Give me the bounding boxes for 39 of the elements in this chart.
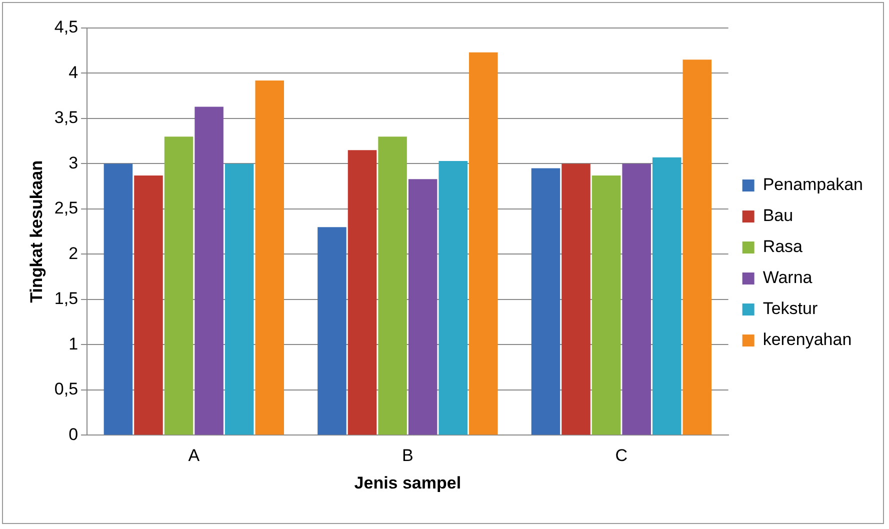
y-tick-label: 0	[68, 424, 78, 444]
bar	[378, 136, 407, 435]
legend-label: Penampakan	[762, 175, 864, 194]
y-tick-label: 3,5	[54, 108, 78, 128]
y-tick-label: 3	[68, 153, 78, 172]
y-axis-title: Tingkat kesukaan	[26, 160, 46, 303]
bar	[652, 157, 682, 435]
bar	[592, 175, 621, 435]
bar	[134, 175, 163, 435]
bar	[194, 106, 224, 435]
bar	[408, 179, 438, 435]
y-tick-label: 4,5	[54, 18, 78, 37]
legend-label: Rasa	[762, 237, 804, 256]
x-tick-label: B	[402, 446, 414, 466]
bar	[622, 164, 651, 435]
bar	[562, 164, 590, 435]
bar	[255, 80, 284, 435]
x-tick-label: C	[615, 446, 628, 466]
x-tick-label: A	[188, 446, 200, 466]
bar	[164, 136, 194, 435]
bar	[224, 164, 254, 435]
legend-label: Bau	[762, 206, 794, 226]
bar	[438, 161, 468, 435]
y-tick-label: 2	[68, 244, 78, 263]
x-axis-title: Jenis sampel	[354, 473, 462, 492]
y-tick-label: 1,5	[54, 289, 78, 308]
bar	[469, 52, 498, 435]
bar	[318, 227, 346, 435]
bar	[348, 150, 377, 435]
legend-label: kerenyahan	[762, 330, 852, 350]
bar	[682, 60, 712, 435]
y-tick-label: 4	[68, 62, 78, 82]
legend-label: Tekstur	[762, 299, 818, 318]
legend-label: Warna	[762, 268, 813, 288]
y-tick-label: 1	[68, 334, 78, 354]
y-tick-label: 0,5	[54, 380, 78, 399]
bar	[531, 168, 560, 435]
y-tick-label: 2,5	[54, 198, 78, 218]
bar	[104, 164, 133, 435]
